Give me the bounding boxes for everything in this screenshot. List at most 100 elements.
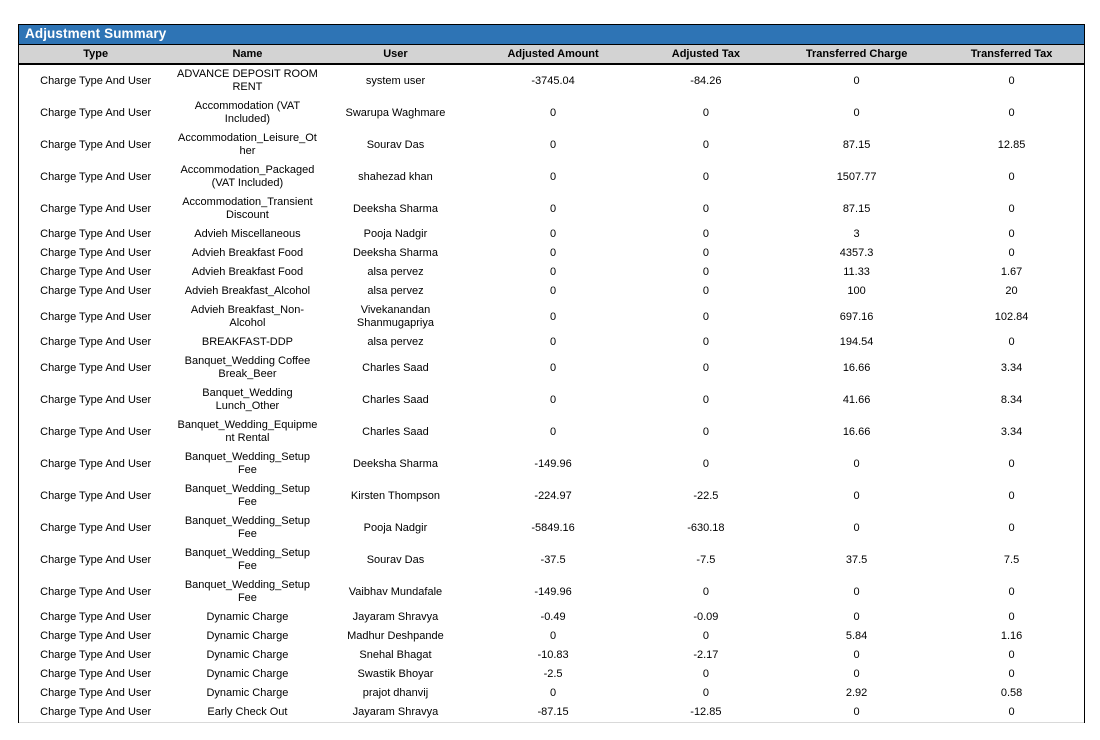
- cell-user: alsa pervez: [322, 282, 469, 301]
- cell-transferred-charge: 0: [774, 576, 940, 608]
- cell-type: Charge Type And User: [19, 161, 173, 193]
- cell-transferred-tax: 0: [939, 161, 1084, 193]
- cell-name: Advieh Miscellaneous: [172, 225, 323, 244]
- report-title: Adjustment Summary: [25, 26, 167, 41]
- cell-adjusted-tax: 0: [637, 448, 775, 480]
- cell-type: Charge Type And User: [19, 384, 173, 416]
- table-row: Charge Type And User Banquet_Wedding Lun…: [19, 384, 1084, 416]
- cell-adjusted-amount: 0: [468, 333, 638, 352]
- cell-name: Banquet_Wedding_Setup Fee: [172, 512, 323, 544]
- cell-adjusted-amount: -2.5: [468, 665, 638, 684]
- table-row: Charge Type And User Advieh Breakfast Fo…: [19, 244, 1084, 263]
- cell-adjusted-tax: 0: [637, 665, 775, 684]
- table-row: Charge Type And User Banquet_Wedding_Set…: [19, 544, 1084, 576]
- table-row: Charge Type And User ADVANCE DEPOSIT ROO…: [19, 64, 1084, 97]
- cell-adjusted-tax: 0: [637, 263, 775, 282]
- cell-user: alsa pervez: [322, 263, 469, 282]
- cell-transferred-charge: 1507.77: [774, 161, 940, 193]
- cell-transferred-charge: 3: [774, 225, 940, 244]
- cell-name: Dynamic Charge: [172, 646, 323, 665]
- cell-name: Dynamic Charge: [172, 608, 323, 627]
- cell-adjusted-tax: 0: [637, 282, 775, 301]
- cell-adjusted-amount: 0: [468, 97, 638, 129]
- cell-transferred-tax: 0: [939, 576, 1084, 608]
- table-row: Charge Type And User Accommodation (VAT …: [19, 97, 1084, 129]
- adjustment-summary-report: Adjustment Summary Type Name User Adjust…: [18, 24, 1085, 723]
- cell-name: Accommodation_Packaged (VAT Included): [172, 161, 323, 193]
- table-row: Charge Type And User Banquet_Wedding_Set…: [19, 480, 1084, 512]
- cell-transferred-tax: 0: [939, 646, 1084, 665]
- cell-user: Vivekanandan Shanmugapriya: [322, 301, 469, 333]
- cell-adjusted-amount: 0: [468, 301, 638, 333]
- cell-user: Jayaram Shravya: [322, 608, 469, 627]
- cell-name: Dynamic Charge: [172, 665, 323, 684]
- table-row: Charge Type And User Advieh Miscellaneou…: [19, 225, 1084, 244]
- cell-transferred-charge: 0: [774, 703, 940, 723]
- cell-name: Early Check Out: [172, 703, 323, 723]
- cell-name: ADVANCE DEPOSIT ROOM RENT: [172, 64, 323, 97]
- cell-user: Charles Saad: [322, 352, 469, 384]
- cell-user: Charles Saad: [322, 384, 469, 416]
- table-row: Charge Type And User Banquet_Wedding_Set…: [19, 448, 1084, 480]
- table-row: Charge Type And User Dynamic Charge Swas…: [19, 665, 1084, 684]
- column-header-transferred-tax: Transferred Tax: [939, 45, 1084, 65]
- cell-transferred-charge: 16.66: [774, 352, 940, 384]
- cell-adjusted-tax: -2.17: [637, 646, 775, 665]
- cell-adjusted-amount: 0: [468, 282, 638, 301]
- cell-transferred-tax: 3.34: [939, 416, 1084, 448]
- cell-type: Charge Type And User: [19, 97, 173, 129]
- cell-name: Advieh Breakfast Food: [172, 244, 323, 263]
- table-row: Charge Type And User Advieh Breakfast_No…: [19, 301, 1084, 333]
- cell-user: Madhur Deshpande: [322, 627, 469, 646]
- cell-name: Banquet_Wedding_Setup Fee: [172, 576, 323, 608]
- cell-transferred-charge: 0: [774, 448, 940, 480]
- cell-transferred-tax: 0: [939, 448, 1084, 480]
- cell-type: Charge Type And User: [19, 244, 173, 263]
- table-row: Charge Type And User Accommodation_Packa…: [19, 161, 1084, 193]
- cell-adjusted-tax: 0: [637, 129, 775, 161]
- cell-transferred-charge: 0: [774, 665, 940, 684]
- table-row: Charge Type And User Dynamic Charge praj…: [19, 684, 1084, 703]
- cell-adjusted-tax: 0: [637, 244, 775, 263]
- cell-type: Charge Type And User: [19, 193, 173, 225]
- cell-type: Charge Type And User: [19, 129, 173, 161]
- cell-user: Deeksha Sharma: [322, 193, 469, 225]
- cell-adjusted-tax: 0: [637, 301, 775, 333]
- cell-user: system user: [322, 64, 469, 97]
- cell-adjusted-amount: 0: [468, 244, 638, 263]
- cell-adjusted-tax: 0: [637, 193, 775, 225]
- column-header-adjusted-tax: Adjusted Tax: [637, 45, 775, 65]
- cell-type: Charge Type And User: [19, 608, 173, 627]
- cell-transferred-charge: 697.16: [774, 301, 940, 333]
- cell-transferred-tax: 0: [939, 244, 1084, 263]
- cell-adjusted-amount: -37.5: [468, 544, 638, 576]
- column-header-transferred-charge: Transferred Charge: [774, 45, 940, 65]
- cell-user: Kirsten Thompson: [322, 480, 469, 512]
- cell-user: Swarupa Waghmare: [322, 97, 469, 129]
- cell-adjusted-tax: 0: [637, 416, 775, 448]
- cell-transferred-charge: 194.54: [774, 333, 940, 352]
- cell-adjusted-amount: -149.96: [468, 576, 638, 608]
- cell-user: Jayaram Shravya: [322, 703, 469, 723]
- cell-transferred-charge: 0: [774, 64, 940, 97]
- cell-adjusted-tax: 0: [637, 352, 775, 384]
- cell-type: Charge Type And User: [19, 627, 173, 646]
- cell-adjusted-amount: 0: [468, 384, 638, 416]
- cell-user: Deeksha Sharma: [322, 448, 469, 480]
- cell-type: Charge Type And User: [19, 480, 173, 512]
- cell-transferred-tax: 8.34: [939, 384, 1084, 416]
- table-row: Charge Type And User Banquet_Wedding_Set…: [19, 576, 1084, 608]
- cell-adjusted-amount: 0: [468, 684, 638, 703]
- cell-user: alsa pervez: [322, 333, 469, 352]
- cell-type: Charge Type And User: [19, 665, 173, 684]
- cell-transferred-tax: 0: [939, 665, 1084, 684]
- cell-adjusted-tax: 0: [637, 576, 775, 608]
- cell-name: Banquet_Wedding_Equipment Rental: [172, 416, 323, 448]
- cell-type: Charge Type And User: [19, 448, 173, 480]
- cell-transferred-charge: 100: [774, 282, 940, 301]
- cell-user: Vaibhav Mundafale: [322, 576, 469, 608]
- cell-transferred-charge: 0: [774, 646, 940, 665]
- cell-user: Charles Saad: [322, 416, 469, 448]
- cell-name: Accommodation_Leisure_Other: [172, 129, 323, 161]
- cell-adjusted-amount: 0: [468, 416, 638, 448]
